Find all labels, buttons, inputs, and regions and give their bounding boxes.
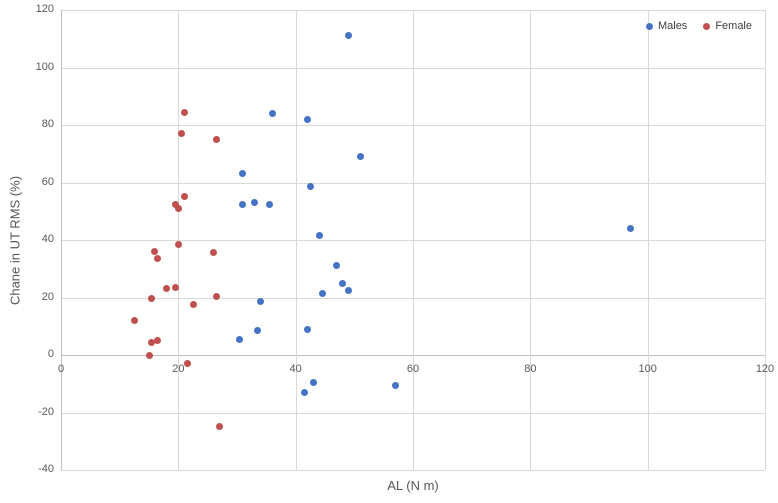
legend-item-males[interactable]: Males [645, 20, 688, 32]
legend-label-males: Males [657, 20, 688, 32]
gridline-vertical [178, 10, 180, 470]
data-point-female [174, 204, 182, 212]
data-point-males [256, 298, 264, 306]
data-point-female [145, 351, 153, 359]
legend-label-female: Female [715, 20, 752, 32]
gridline-horizontal [61, 470, 765, 471]
gridline-vertical [647, 10, 649, 470]
y-axis-title: Chane in UT RMS (%) [7, 175, 23, 306]
data-point-female [215, 423, 223, 431]
gridline-vertical [413, 10, 414, 470]
data-point-males [303, 115, 311, 123]
x-tick-label: 80 [524, 363, 537, 375]
data-point-female [171, 283, 179, 291]
data-point-males [356, 153, 364, 161]
data-point-males [265, 200, 273, 208]
data-point-males [391, 381, 399, 389]
legend-marker-female-icon [703, 22, 711, 30]
data-point-males [236, 335, 244, 343]
y-tick-label: 100 [35, 60, 54, 73]
data-point-female [154, 337, 162, 345]
data-point-males [333, 262, 341, 270]
data-point-males [309, 378, 317, 386]
data-point-males [251, 199, 259, 207]
gridline-vertical [765, 10, 766, 470]
data-point-males [318, 289, 326, 297]
y-tick-label: 60 [41, 175, 54, 188]
data-point-female [210, 249, 218, 257]
data-point-female [171, 200, 179, 208]
data-point-female [163, 285, 171, 293]
data-point-males [303, 325, 311, 333]
data-point-female [148, 295, 156, 303]
y-tick-label: -40 [38, 463, 54, 475]
data-point-males [344, 32, 352, 40]
data-point-males [268, 110, 276, 117]
y-tick-label: 80 [41, 118, 54, 130]
data-point-female [180, 193, 188, 201]
gridline-vertical [530, 10, 532, 470]
data-point-female [212, 292, 220, 300]
y-tick-label: 0 [47, 348, 54, 360]
y-tick-label: 20 [41, 290, 54, 303]
data-point-female [212, 135, 220, 143]
x-tick-label: 120 [755, 363, 775, 375]
data-point-males [239, 170, 247, 178]
data-point-males [344, 286, 352, 294]
x-tick-label: 100 [638, 363, 657, 375]
gridline-vertical [295, 10, 297, 470]
data-point-female [189, 301, 197, 309]
data-point-males [339, 279, 347, 287]
data-point-males [239, 200, 247, 208]
y-axis-line [61, 10, 62, 470]
x-tick-label: 40 [289, 363, 302, 375]
data-point-males [254, 327, 262, 335]
x-tick-label: 60 [406, 363, 420, 375]
data-point-female [130, 317, 138, 324]
data-point-female [180, 108, 188, 116]
data-point-female [154, 255, 162, 263]
x-axis-title: AL (N m) [387, 478, 439, 493]
data-point-female [183, 360, 191, 368]
data-point-males [315, 232, 323, 240]
legend-marker-males-icon [645, 22, 653, 30]
data-point-female [177, 130, 185, 138]
data-point-males [300, 388, 308, 396]
data-point-female [148, 338, 156, 346]
data-point-female [151, 248, 159, 255]
data-point-males [626, 225, 634, 232]
data-point-males [306, 183, 314, 191]
legend: Males Female [645, 20, 752, 32]
y-tick-label: 120 [35, 3, 54, 15]
legend-item-female[interactable]: Female [703, 20, 752, 32]
x-tick-label: 0 [57, 363, 65, 375]
x-tick-label: 20 [172, 363, 185, 375]
y-tick-label: 40 [41, 233, 54, 245]
y-tick-label: -20 [38, 405, 54, 418]
data-point-female [174, 240, 182, 248]
plot-area: 0 20 40 60 80 100 120 -40 -20 0 20 40 60 80 100 120 [36, 3, 775, 475]
